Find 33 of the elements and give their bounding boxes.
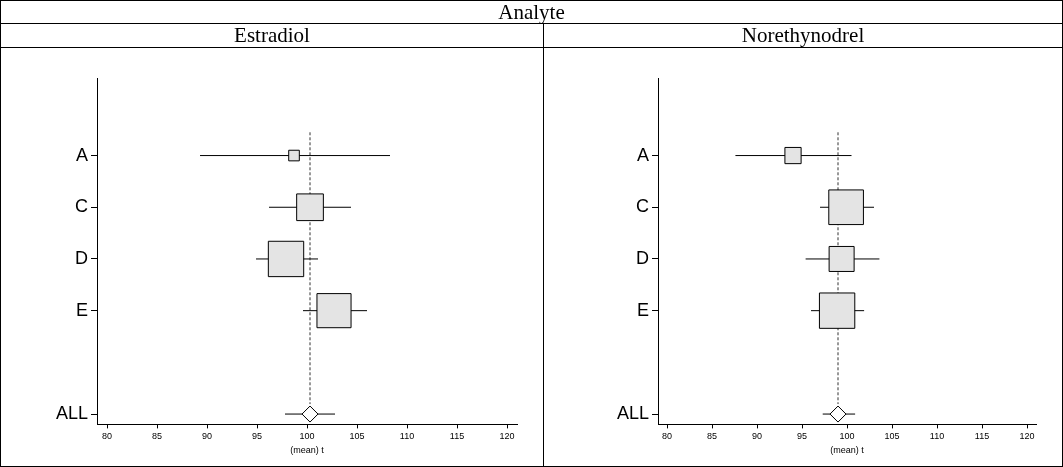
y-tick-label: A bbox=[637, 144, 650, 165]
y-tick-label: ALL bbox=[617, 403, 650, 424]
x-tick-label: 90 bbox=[752, 431, 763, 442]
y-tick-label: D bbox=[636, 247, 650, 268]
x-tick-label: 100 bbox=[299, 431, 315, 442]
x-tick-label: 100 bbox=[839, 431, 855, 442]
x-tick-label: 85 bbox=[707, 431, 718, 442]
y-tick-label: A bbox=[76, 144, 89, 165]
x-tick-label: 105 bbox=[884, 431, 900, 442]
x-tick-label: 115 bbox=[974, 431, 990, 442]
x-tick-label: 110 bbox=[399, 431, 415, 442]
x-tick-label: 85 bbox=[152, 431, 163, 442]
x-tick-label: 105 bbox=[349, 431, 365, 442]
text: Analyte bbox=[1, 0, 1062, 24]
x-axis-title: (mean) t bbox=[830, 445, 865, 456]
chart-title: Norethynodrel bbox=[544, 23, 1062, 48]
y-tick-label: D bbox=[75, 247, 89, 268]
x-axis-title: (mean) t bbox=[290, 445, 325, 456]
x-tick-label: 95 bbox=[797, 431, 808, 442]
y-tick-label: E bbox=[637, 299, 650, 320]
y-tick-label: ALL bbox=[56, 403, 89, 424]
y-tick-label: E bbox=[76, 299, 89, 320]
x-tick-label: 115 bbox=[449, 431, 465, 442]
y-tick-label: C bbox=[75, 196, 89, 217]
chart-title: Estradiol bbox=[1, 23, 543, 48]
x-tick-label: 120 bbox=[1019, 431, 1035, 442]
x-tick-label: 80 bbox=[662, 431, 673, 442]
x-tick-label: 120 bbox=[499, 431, 515, 442]
x-tick-label: 80 bbox=[102, 431, 113, 442]
x-tick-label: 110 bbox=[929, 431, 945, 442]
x-tick-label: 95 bbox=[252, 431, 263, 442]
y-tick-label: C bbox=[636, 196, 650, 217]
x-tick-label: 90 bbox=[202, 431, 213, 442]
